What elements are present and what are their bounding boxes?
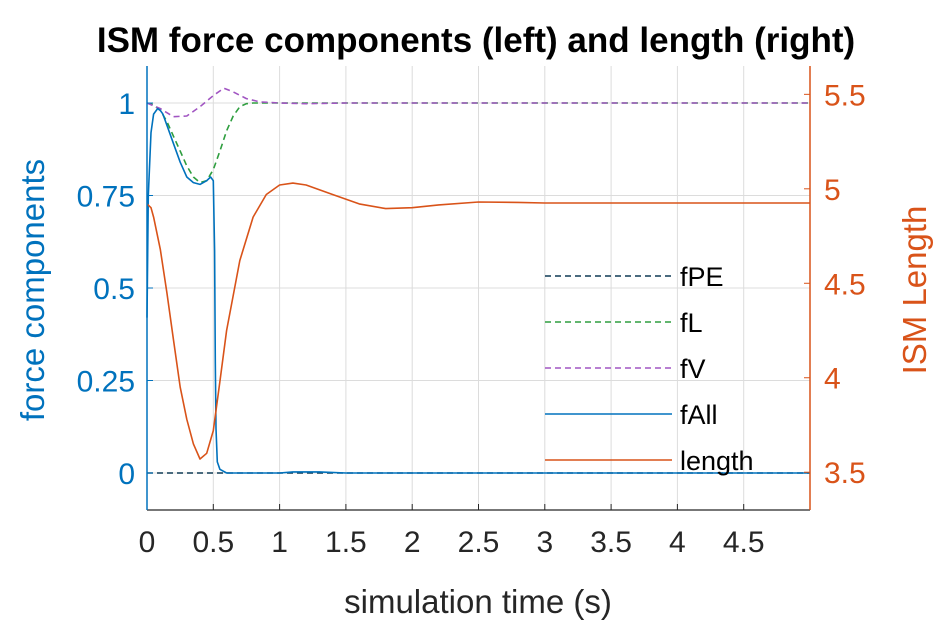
y-axis-label-right: ISM Length — [896, 206, 933, 375]
y-axis-label-left: force components — [14, 159, 51, 421]
x-tick-label: 0 — [139, 526, 156, 559]
x-tick-label: 4.5 — [723, 526, 765, 559]
legend-label-fall: fAll — [680, 400, 718, 430]
y-left-tick-label: 0.5 — [93, 273, 135, 306]
x-tick-label: 2.5 — [458, 526, 500, 559]
tick-labels: 0 0.5 1 1.5 2 2.5 3 3.5 4 4.5 0 0.25 0.5 0.75 1 3.5 4 4.5… — [77, 79, 866, 559]
x-tick-label: 1.5 — [325, 526, 367, 559]
x-tick-label: 2 — [404, 526, 421, 559]
x-tick-label: 0.5 — [192, 526, 234, 559]
x-tick-label: 3 — [536, 526, 553, 559]
y-right-tick-label: 4.5 — [824, 268, 866, 301]
chart-title: ISM force components (left) and length (… — [97, 21, 855, 60]
plot-lines — [146, 87, 810, 474]
legend-label-fl: fL — [680, 308, 703, 338]
series-line-length — [146, 182, 810, 460]
legend-label-fpe: fPE — [680, 262, 724, 292]
x-tick-label: 3.5 — [590, 526, 632, 559]
series-line-fv — [146, 87, 810, 118]
y-right-tick-label: 5 — [824, 174, 841, 207]
legend-label-fv: fV — [680, 354, 706, 384]
legend: fPE fL fV fAll length — [545, 262, 754, 476]
y-right-tick-label: 5.5 — [824, 79, 866, 112]
y-left-tick-label: 0.25 — [77, 366, 135, 399]
series-line-fall — [146, 107, 810, 474]
x-tick-label: 4 — [669, 526, 686, 559]
legend-label-length: length — [680, 446, 754, 476]
y-right-tick-label: 4 — [824, 363, 841, 396]
y-left-tick-label: 1 — [118, 88, 135, 121]
axes — [146, 66, 811, 511]
y-left-tick-label: 0 — [118, 458, 135, 491]
x-tick-label: 1 — [271, 526, 288, 559]
x-axis-label: simulation time (s) — [344, 583, 612, 620]
y-left-tick-label: 0.75 — [77, 181, 135, 214]
y-right-tick-label: 3.5 — [824, 457, 866, 490]
